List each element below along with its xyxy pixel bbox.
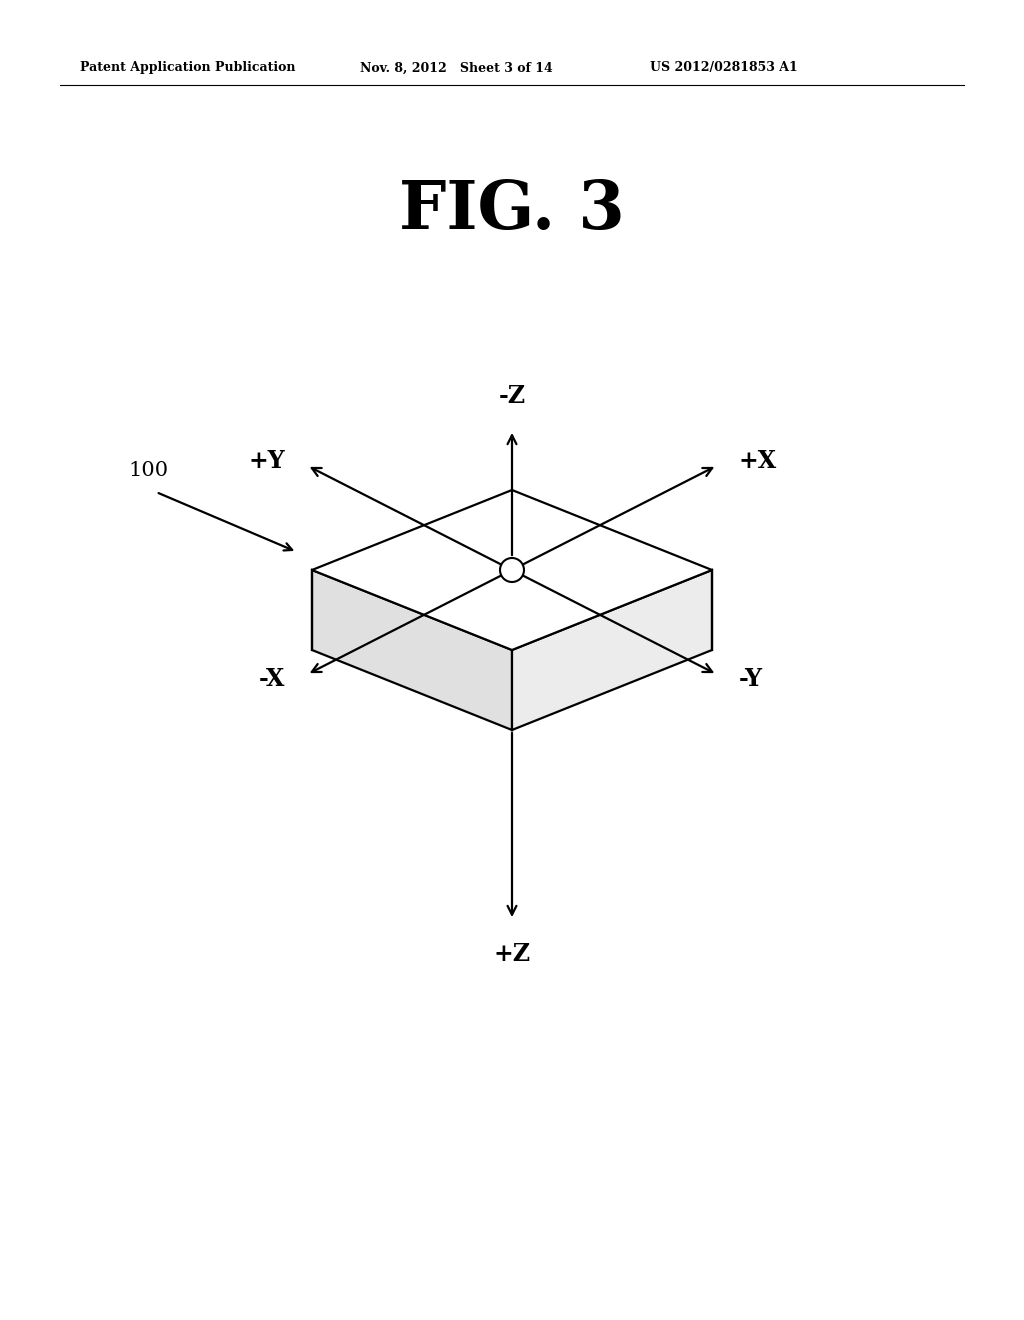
Text: -Y: -Y	[739, 668, 763, 692]
Text: 100: 100	[128, 461, 168, 480]
Text: -Z: -Z	[499, 384, 525, 408]
Polygon shape	[312, 490, 712, 649]
Text: -X: -X	[259, 668, 285, 692]
Text: +Y: +Y	[249, 449, 285, 473]
Circle shape	[500, 558, 524, 582]
Text: Patent Application Publication: Patent Application Publication	[80, 62, 296, 74]
Polygon shape	[312, 570, 512, 730]
Text: FIG. 3: FIG. 3	[399, 177, 625, 243]
Text: US 2012/0281853 A1: US 2012/0281853 A1	[650, 62, 798, 74]
Text: Nov. 8, 2012   Sheet 3 of 14: Nov. 8, 2012 Sheet 3 of 14	[360, 62, 553, 74]
Polygon shape	[512, 570, 712, 730]
Text: +X: +X	[739, 449, 777, 473]
Text: +Z: +Z	[494, 942, 530, 966]
